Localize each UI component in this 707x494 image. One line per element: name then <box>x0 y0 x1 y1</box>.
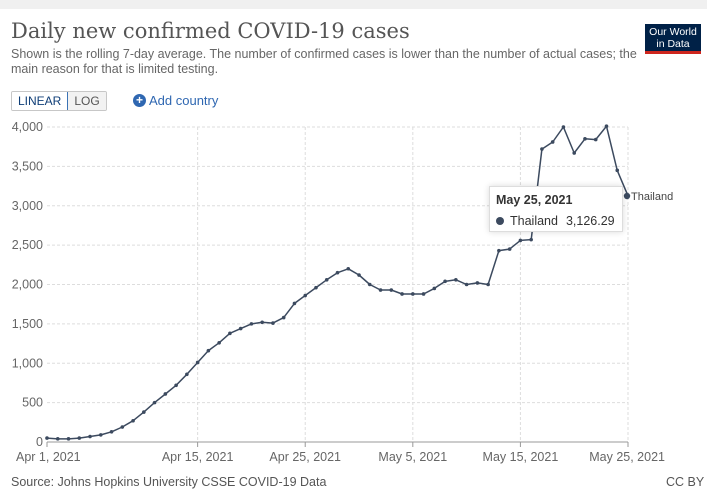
tooltip-series-name: Thailand <box>510 214 558 228</box>
logo-line-1: Our World <box>649 26 697 38</box>
data-point <box>55 437 60 441</box>
data-point <box>615 168 620 173</box>
x-tick-label: Apr 25, 2021 <box>269 450 341 464</box>
source-note[interactable]: Source: Johns Hopkins University CSSE CO… <box>11 475 327 489</box>
data-point <box>292 301 297 306</box>
y-tick-label: 1,000 <box>12 356 43 370</box>
data-point <box>507 247 512 251</box>
x-axis: Apr 1, 2021 Apr 15, 2021 Apr 25, 2021 May 5… <box>16 441 665 464</box>
data-point <box>346 266 351 271</box>
data-point <box>174 383 178 388</box>
data-point <box>120 425 125 429</box>
data-point <box>131 418 135 423</box>
data-point <box>378 288 383 292</box>
top-bar <box>0 0 707 9</box>
data-point <box>324 277 329 282</box>
data-point <box>367 282 372 287</box>
chart-subtitle: Shown is the rolling 7-day average. The … <box>11 47 637 76</box>
license-link[interactable]: CC BY <box>666 475 705 489</box>
data-point <box>335 270 340 275</box>
series-color-dot <box>496 217 504 225</box>
data-point <box>45 436 49 440</box>
data-point <box>195 360 200 365</box>
data-point <box>249 322 254 326</box>
data-point <box>400 292 404 296</box>
data-point <box>357 273 361 277</box>
data-point <box>238 326 243 331</box>
data-point <box>518 238 523 243</box>
data-point <box>583 137 587 141</box>
data-point <box>303 293 308 298</box>
x-tick-label: Apr 1, 2021 <box>16 450 81 464</box>
data-point <box>604 124 609 129</box>
data-point <box>540 147 544 151</box>
tooltip-value: 3,126.29 <box>565 214 615 228</box>
data-point <box>314 285 318 290</box>
y-tick-label: 3,000 <box>12 199 43 213</box>
data-point <box>454 277 458 282</box>
data-point <box>206 348 211 353</box>
data-point <box>88 434 92 439</box>
y-tick-label: 1,500 <box>12 317 43 331</box>
data-point <box>281 315 286 320</box>
series-layer: Thailand <box>45 124 673 441</box>
data-point <box>550 140 555 144</box>
data-point <box>464 282 469 287</box>
data-point <box>98 433 103 437</box>
data-point <box>109 429 114 434</box>
data-point <box>475 281 480 285</box>
tooltip-date: May 25, 2021 <box>496 193 573 207</box>
log-scale-button[interactable]: LOG <box>68 92 106 110</box>
y-axis-ticks: 0 500 1,000 1,500 2,000 2,500 3,000 3,500 4,000 <box>12 120 43 449</box>
add-country-button[interactable]: + Add country <box>133 91 218 109</box>
data-point <box>228 331 232 336</box>
y-tick-label: 3,500 <box>12 159 43 173</box>
x-tick-label: Apr 15, 2021 <box>162 450 234 464</box>
owid-logo[interactable]: Our World in Data <box>645 24 701 54</box>
data-point <box>593 137 598 142</box>
data-point <box>529 237 533 242</box>
series-end-label: Thailand <box>631 191 673 203</box>
series-line-thailand <box>46 125 629 440</box>
logo-line-2: in Data <box>656 38 690 50</box>
y-tick-label: 500 <box>22 396 43 410</box>
data-point <box>432 286 437 291</box>
x-tick-label: May 25, 2021 <box>589 450 665 464</box>
grid-lines <box>47 126 629 442</box>
data-point <box>163 392 168 396</box>
x-tick-label: May 15, 2021 <box>483 450 559 464</box>
data-point <box>572 151 577 155</box>
data-point <box>260 320 264 325</box>
y-tick-label: 4,000 <box>12 120 43 134</box>
x-tick-label: May 5, 2021 <box>378 450 447 464</box>
data-point <box>561 125 566 129</box>
y-tick-label: 0 <box>36 435 43 449</box>
linear-scale-button[interactable]: LINEAR <box>11 92 69 110</box>
data-point <box>66 437 71 441</box>
data-point <box>142 410 146 414</box>
data-point <box>185 372 189 377</box>
plus-icon: + <box>133 93 146 107</box>
data-point <box>443 279 447 284</box>
add-country-label: Add country <box>149 92 219 108</box>
chart-title: Daily new confirmed COVID-19 cases <box>11 19 410 43</box>
end-point-marker <box>623 192 631 200</box>
data-point <box>497 248 501 253</box>
data-point <box>421 292 426 296</box>
data-point <box>77 436 82 440</box>
scale-toggle: LINEAR LOG <box>11 91 107 111</box>
data-point <box>389 288 394 292</box>
data-point <box>271 321 275 325</box>
hover-tooltip: May 25, 2021 Thailand 3,126.29 <box>489 186 623 232</box>
data-point <box>217 340 221 345</box>
y-tick-label: 2,000 <box>12 278 43 292</box>
data-point <box>152 400 157 405</box>
y-tick-label: 2,500 <box>12 238 43 252</box>
data-point <box>411 292 415 296</box>
data-point <box>486 282 490 287</box>
